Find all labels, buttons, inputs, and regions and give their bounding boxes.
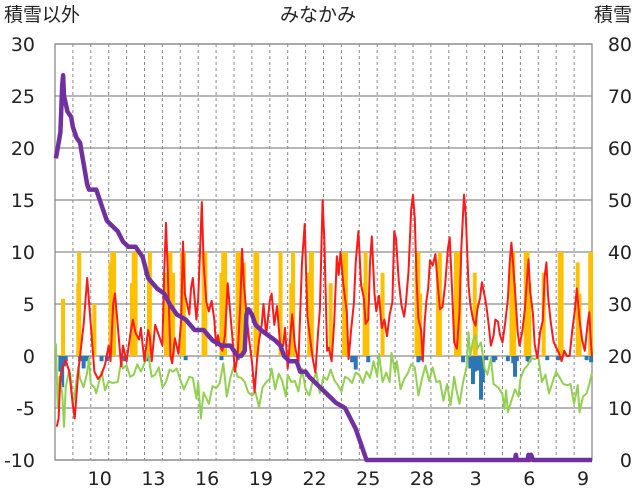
- chart-title: みなかみ: [280, 4, 356, 26]
- snowfall-bar: [350, 356, 355, 363]
- snowfall-bar: [480, 356, 485, 382]
- snowfall-bar: [122, 356, 127, 362]
- snowfall-bar: [527, 356, 532, 363]
- snowfall-bar: [589, 356, 594, 363]
- sunshine-bar: [473, 304, 478, 356]
- sunshine-bar: [255, 252, 260, 356]
- snowfall-bar: [85, 356, 90, 362]
- sunshine-bar: [171, 272, 176, 356]
- right-tick-label: 0: [620, 450, 632, 472]
- snowfall-bar: [419, 356, 424, 361]
- red-series-line: [55, 193, 593, 427]
- sunshine-bar: [559, 252, 564, 356]
- snowfall-bar: [183, 356, 188, 361]
- right-tick-label: 60: [608, 138, 632, 160]
- right-tick-label: 30: [608, 294, 632, 316]
- snowfall-bar: [472, 356, 477, 372]
- left-axis-title: 積雪以外: [4, 4, 80, 26]
- x-tick-label: 16: [195, 468, 219, 490]
- x-tick-label: 25: [356, 468, 380, 490]
- left-tick-label: 20: [11, 138, 35, 160]
- left-tick-label: 5: [23, 294, 35, 316]
- snowfall-bar: [584, 356, 589, 361]
- snowfall-bar: [353, 356, 358, 370]
- green-series-line: [54, 331, 593, 428]
- snowfall-bar: [219, 356, 224, 361]
- sunshine-bar: [147, 252, 152, 356]
- sunshine-bar: [527, 283, 532, 356]
- x-tick-label: 6: [523, 468, 535, 490]
- sunshine-bar: [203, 252, 208, 356]
- left-tick-label: 30: [11, 34, 35, 56]
- sunshine-bar: [380, 272, 385, 356]
- sunshine-bar: [365, 304, 370, 356]
- sunshine-bar: [181, 252, 186, 356]
- sunshine-bar: [241, 262, 246, 356]
- snowfall-bar: [484, 356, 489, 361]
- sunshine-bar: [77, 252, 82, 356]
- snowfall-bar: [416, 356, 421, 363]
- right-tick-label: 40: [608, 242, 632, 264]
- snowfall-bar: [493, 356, 498, 361]
- sunshine-bar: [278, 252, 283, 356]
- snow-depth-line: [53, 72, 592, 463]
- left-tick-label: 15: [11, 190, 35, 212]
- x-tick-label: 10: [88, 468, 112, 490]
- x-tick-label: 19: [249, 468, 273, 490]
- sunshine-bar: [589, 252, 594, 356]
- snowfall-bar: [513, 356, 518, 377]
- right-tick-label: 70: [608, 86, 632, 108]
- snowfall-bar: [81, 356, 86, 369]
- x-tick-label: 22: [302, 468, 326, 490]
- right-tick-label: 20: [608, 346, 632, 368]
- left-tick-label: 25: [11, 86, 35, 108]
- lines-layer: [53, 72, 593, 463]
- x-tick-label: 28: [410, 468, 434, 490]
- snowfall-bar: [461, 356, 466, 363]
- snowfall-bar: [514, 356, 519, 362]
- left-tick-label: 0: [23, 346, 35, 368]
- snowfall-bar: [505, 356, 510, 362]
- snowfall-bar: [468, 356, 473, 369]
- snowfall-bar: [545, 356, 550, 361]
- x-tick-label: 3: [470, 468, 482, 490]
- right-tick-label: 50: [608, 190, 632, 212]
- left-tick-label: 10: [11, 242, 35, 264]
- snowfall-bar: [63, 356, 68, 362]
- x-tick-label: 13: [141, 468, 165, 490]
- snowfall-bar: [475, 356, 480, 371]
- left-tick-label: -5: [16, 398, 35, 420]
- sunshine-bar: [328, 283, 333, 356]
- sunshine-bar: [133, 252, 138, 356]
- sunshine-bar: [163, 272, 168, 356]
- right-tick-label: 80: [608, 34, 632, 56]
- sunshine-bar: [61, 298, 66, 356]
- sunshine-bar: [512, 283, 517, 356]
- sunshine-bar: [291, 252, 296, 356]
- right-axis-title: 積雪: [594, 4, 632, 26]
- x-tick-label: 9: [577, 468, 589, 490]
- snowfall-bar: [99, 356, 104, 362]
- snowfall-bar: [366, 356, 371, 363]
- sunshine-bar: [223, 252, 228, 356]
- right-tick-label: 10: [608, 398, 632, 420]
- sunshine-bar: [309, 252, 314, 356]
- left-tick-label: -10: [4, 450, 35, 472]
- sunshine-bar: [92, 304, 97, 356]
